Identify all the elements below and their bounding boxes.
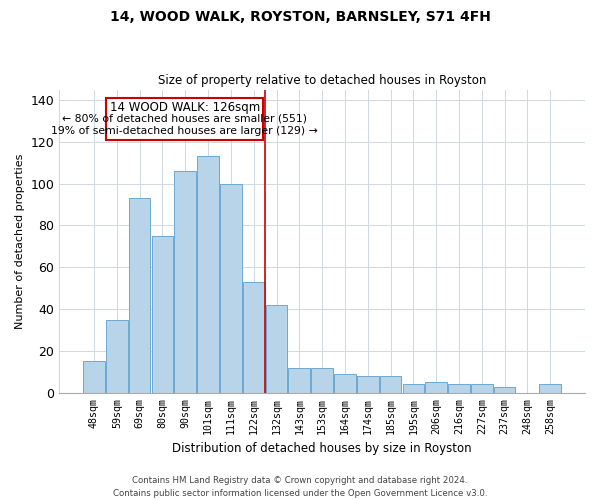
- Text: 14 WOOD WALK: 126sqm: 14 WOOD WALK: 126sqm: [110, 101, 260, 114]
- Bar: [334, 374, 356, 393]
- Title: Size of property relative to detached houses in Royston: Size of property relative to detached ho…: [158, 74, 487, 87]
- Bar: [243, 282, 265, 393]
- Text: 14, WOOD WALK, ROYSTON, BARNSLEY, S71 4FH: 14, WOOD WALK, ROYSTON, BARNSLEY, S71 4F…: [110, 10, 490, 24]
- Bar: [175, 171, 196, 393]
- Bar: [539, 384, 561, 393]
- Text: ← 80% of detached houses are smaller (551): ← 80% of detached houses are smaller (55…: [62, 114, 307, 124]
- Text: Contains HM Land Registry data © Crown copyright and database right 2024.
Contai: Contains HM Land Registry data © Crown c…: [113, 476, 487, 498]
- X-axis label: Distribution of detached houses by size in Royston: Distribution of detached houses by size …: [172, 442, 472, 455]
- Bar: [197, 156, 219, 393]
- Bar: [311, 368, 333, 393]
- Bar: [494, 386, 515, 393]
- Bar: [129, 198, 151, 393]
- Bar: [106, 320, 128, 393]
- Bar: [380, 376, 401, 393]
- Text: 19% of semi-detached houses are larger (129) →: 19% of semi-detached houses are larger (…: [51, 126, 318, 136]
- Y-axis label: Number of detached properties: Number of detached properties: [15, 154, 25, 329]
- Bar: [357, 376, 379, 393]
- Bar: [289, 368, 310, 393]
- Bar: [83, 362, 105, 393]
- Bar: [220, 184, 242, 393]
- Bar: [471, 384, 493, 393]
- Bar: [448, 384, 470, 393]
- Bar: [403, 384, 424, 393]
- Bar: [425, 382, 447, 393]
- Bar: [152, 236, 173, 393]
- Bar: [106, 98, 263, 140]
- Bar: [266, 305, 287, 393]
